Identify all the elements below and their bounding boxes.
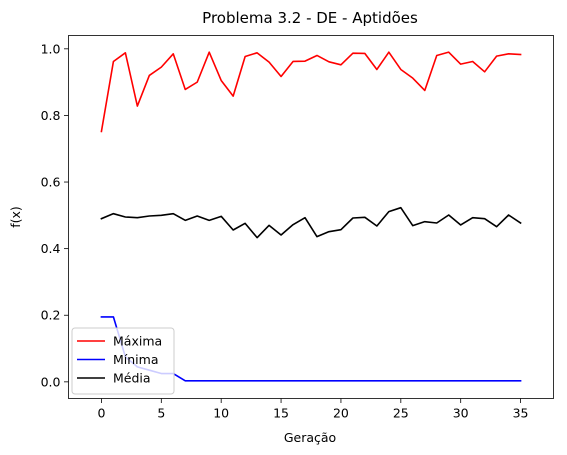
- legend-label: Média: [113, 371, 151, 386]
- x-tick-label: 15: [273, 406, 289, 421]
- x-tick-label: 0: [97, 406, 105, 421]
- series-line-2: [100, 206, 522, 239]
- x-tick-label: 10: [213, 406, 229, 421]
- y-axis-label: f(x): [8, 206, 23, 228]
- x-axis-label: Geração: [284, 430, 336, 445]
- x-tick-label: 35: [513, 406, 529, 421]
- x-tick-label: 5: [157, 406, 165, 421]
- x-tick-label: 25: [393, 406, 409, 421]
- x-tick-label: 20: [333, 406, 349, 421]
- y-tick-label: 0.0: [41, 374, 61, 389]
- x-tick-label: 30: [453, 406, 469, 421]
- legend-label: Máxima: [113, 334, 162, 349]
- y-tick-label: 1.0: [41, 41, 61, 56]
- legend: Máxima Mínima Média: [71, 327, 175, 395]
- plot-frame: [68, 35, 554, 399]
- y-tick-label: 0.2: [41, 308, 61, 323]
- chart-title: Problema 3.2 - DE - Aptidões: [202, 9, 418, 27]
- x-axis: 0 5 10 15 20 25 30 35: [97, 398, 529, 421]
- legend-label: Mínima: [113, 352, 159, 367]
- series-line-0: [100, 51, 522, 133]
- y-axis: 0.0 0.2 0.4 0.6 0.8 1.0: [41, 41, 69, 389]
- y-tick-label: 0.6: [41, 175, 61, 190]
- y-tick-label: 0.8: [41, 108, 61, 123]
- y-tick-label: 0.4: [41, 241, 61, 256]
